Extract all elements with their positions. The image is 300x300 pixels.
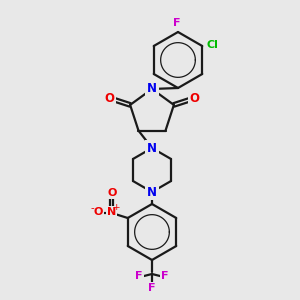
Text: O: O	[93, 207, 102, 217]
Text: -: -	[91, 203, 94, 213]
Text: Cl: Cl	[206, 40, 218, 50]
Text: N: N	[147, 142, 157, 154]
Text: N: N	[107, 207, 116, 217]
Text: F: F	[173, 18, 181, 28]
Text: N: N	[147, 82, 157, 95]
Text: F: F	[135, 271, 143, 281]
Text: O: O	[107, 188, 116, 198]
Text: F: F	[161, 271, 169, 281]
Text: F: F	[148, 283, 156, 293]
Text: N: N	[147, 185, 157, 199]
Text: O: O	[104, 92, 114, 105]
Text: +: +	[112, 203, 119, 212]
Text: O: O	[190, 92, 200, 105]
